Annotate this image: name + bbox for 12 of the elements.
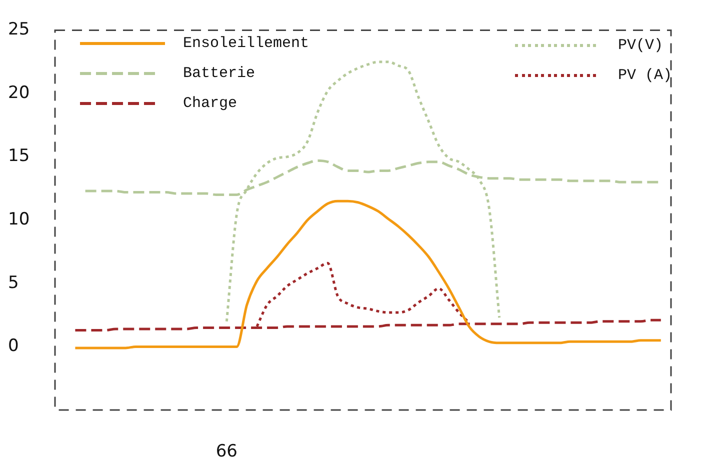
y-tick-label: 20 — [8, 82, 30, 103]
legend-label: PV(V) — [618, 36, 664, 54]
x-tick-label: 66 — [216, 442, 238, 462]
y-tick-label: 0 — [8, 336, 19, 356]
legend-label: PV (A) — [618, 66, 672, 84]
y-tick-label: 5 — [8, 272, 19, 293]
y-tick-label: 25 — [8, 20, 30, 40]
legend-label: Charge — [183, 94, 238, 112]
legend-label: Ensoleillement — [183, 34, 310, 52]
y-tick-label: 10 — [8, 210, 30, 230]
y-tick-label: 15 — [8, 146, 30, 166]
legend-label: Batterie — [183, 64, 256, 82]
